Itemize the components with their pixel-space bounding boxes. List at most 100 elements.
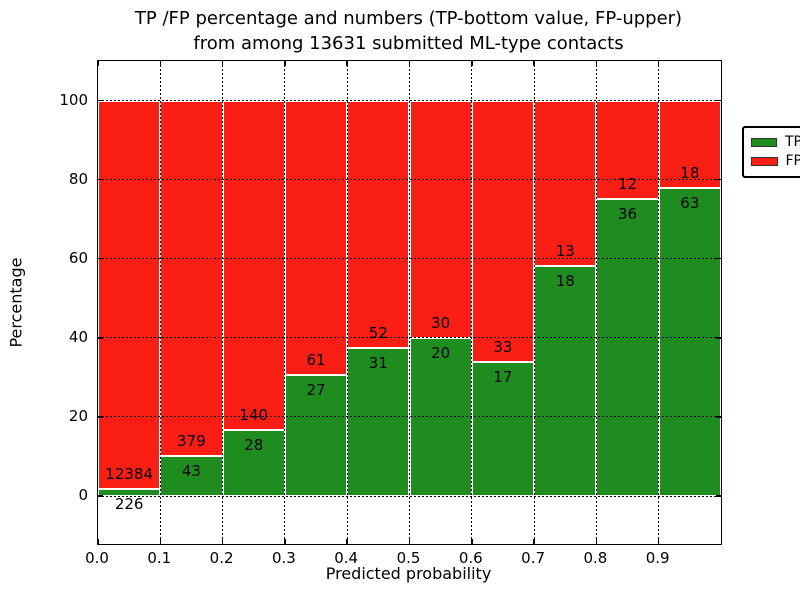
legend-swatch-fp	[751, 157, 778, 166]
gridline-vertical	[533, 61, 535, 544]
y-tick-label: 20	[68, 406, 88, 425]
x-tick-mark	[221, 61, 224, 66]
bar-segment-fp	[596, 100, 659, 200]
y-tick-label: 100	[59, 90, 88, 109]
y-tick-mark	[716, 99, 721, 102]
x-tick-mark	[471, 539, 473, 544]
y-tick-mark	[98, 416, 103, 418]
fp-count-label: 12384	[105, 464, 153, 483]
x-tick-label: 0.0	[85, 549, 109, 567]
fp-count-label: 140	[239, 406, 269, 425]
gridline-vertical	[159, 61, 161, 544]
gridline-horizontal	[98, 258, 721, 260]
x-tick-mark	[471, 61, 473, 66]
x-tick-label: 0.2	[209, 549, 234, 567]
x-tick-mark	[533, 539, 535, 544]
bar-segment-tp	[160, 455, 223, 496]
y-tick-mark	[716, 416, 721, 418]
tp-count-label: 63	[680, 194, 700, 213]
x-tick-mark	[533, 61, 535, 66]
bar-segment-fp	[98, 100, 161, 489]
legend-swatch-tp	[751, 138, 777, 147]
bar-segment-fp	[284, 100, 348, 375]
gridline-horizontal	[98, 495, 721, 497]
bar-segment-tp	[222, 430, 285, 496]
y-tick-mark	[98, 337, 103, 339]
gridline-vertical	[658, 61, 660, 544]
x-tick-mark	[284, 61, 286, 66]
x-tick-label: 0.6	[458, 549, 483, 567]
x-tick-label: 0.8	[583, 549, 608, 567]
plot-area: TP FP 12384 226 379 43 140 28 61 27 52 31 30 20 33 17…	[97, 60, 800, 545]
legend: TP FP	[742, 126, 800, 178]
gridline-vertical	[471, 61, 473, 544]
y-tick-label: 40	[68, 327, 88, 346]
x-tick-mark	[408, 61, 411, 66]
tp-count-label: 226	[114, 494, 144, 513]
x-tick-mark	[595, 61, 598, 66]
tp-count-label: 36	[617, 205, 638, 224]
x-tick-label: 0.4	[334, 549, 359, 567]
x-tick-label: 0.1	[147, 549, 172, 567]
bar-segment-fp	[471, 100, 535, 362]
legend-label-fp: FP	[785, 153, 800, 169]
fp-count-label: 18	[680, 164, 700, 183]
bar-segment-tp	[471, 361, 535, 496]
bar-segment-tp	[596, 199, 659, 496]
legend-item-fp: FP	[751, 152, 800, 171]
bar-segment-tp	[658, 188, 721, 496]
gridline-horizontal	[98, 337, 721, 339]
bar-segment-tp	[98, 488, 161, 496]
fp-count-label: 33	[493, 337, 513, 356]
gridline-vertical	[346, 61, 348, 544]
fp-count-label: 12	[617, 175, 638, 194]
y-tick-mark	[98, 178, 103, 181]
tp-count-label: 43	[181, 461, 201, 480]
x-tick-mark	[346, 539, 348, 544]
y-tick-mark	[716, 495, 721, 497]
x-tick-mark	[408, 539, 411, 544]
x-tick-mark	[159, 61, 162, 66]
x-tick-label: 0.5	[396, 549, 421, 567]
fp-count-label: 61	[306, 350, 326, 369]
gridline-vertical	[595, 61, 597, 544]
tp-count-label: 18	[555, 272, 575, 291]
gridline-horizontal	[98, 100, 721, 101]
bar-segment-fp	[409, 100, 472, 338]
tp-count-label: 27	[306, 380, 326, 399]
bar-segment-tp	[534, 266, 597, 496]
bar-segment-fp	[658, 100, 721, 189]
tp-count-label: 31	[368, 354, 388, 373]
fp-count-label: 52	[368, 324, 388, 343]
fp-count-label: 13	[555, 242, 575, 261]
tp-count-label: 20	[431, 343, 451, 362]
gridline-horizontal	[98, 179, 721, 181]
bar-segment-fp	[347, 100, 410, 349]
chart-title-line1: TP /FP percentage and numbers (TP-bottom…	[134, 8, 683, 29]
y-tick-mark	[98, 99, 103, 102]
gridline-vertical	[284, 61, 286, 544]
y-tick-label: 0	[78, 486, 88, 504]
y-tick-label: 60	[68, 248, 88, 267]
bar-segment-fp	[160, 100, 223, 456]
y-tick-mark	[98, 495, 103, 497]
x-tick-mark	[159, 539, 162, 544]
x-tick-mark	[221, 539, 224, 544]
y-axis-label: Percentage	[6, 257, 26, 348]
y-tick-mark	[98, 257, 103, 260]
tp-count-label: 17	[493, 367, 513, 386]
y-tick-label: 80	[68, 169, 88, 188]
y-tick-mark	[716, 178, 721, 181]
x-tick-mark	[595, 539, 598, 544]
fp-count-label: 30	[431, 313, 451, 332]
x-tick-mark	[284, 539, 286, 544]
x-tick-mark	[657, 61, 660, 66]
bar-segment-fp	[534, 100, 597, 267]
bar-segment-tp	[284, 374, 348, 496]
x-tick-mark	[346, 61, 348, 66]
legend-item-tp: TP	[751, 133, 800, 152]
gridline-horizontal	[98, 416, 721, 418]
tp-count-label: 28	[244, 436, 264, 455]
x-tick-label: 0.9	[645, 549, 670, 567]
